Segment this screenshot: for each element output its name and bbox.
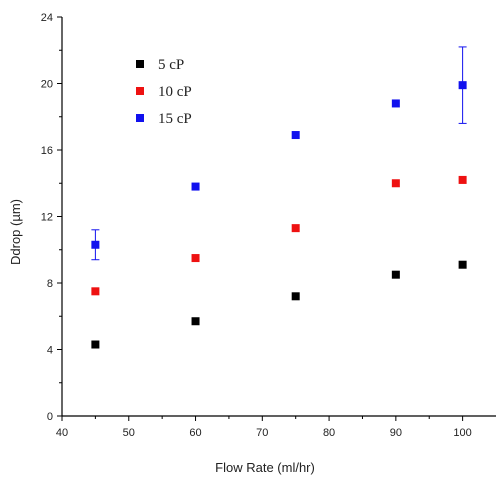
legend: 5 cP 10 cP 15 cP [136,57,192,127]
series-2 [91,175,467,296]
axes [61,17,496,417]
legend-label: 5 cP [158,57,184,73]
data-point [458,81,467,90]
y-axis-label: Ddrop (µm) [8,199,23,265]
data-point [91,340,100,349]
legend-marker [136,114,144,122]
y-tick-label: 20 [41,79,53,91]
series-3 [91,46,467,261]
data-marks [91,46,467,349]
data-point [291,224,300,233]
data-point [191,182,200,191]
x-axis-label: Flow Rate (ml/hr) [215,460,315,475]
data-point [91,240,100,249]
y-tick-label: 0 [47,411,53,423]
x-tick-label: 80 [323,427,335,439]
x-tick-label: 40 [56,427,68,439]
legend-label: 10 cP [158,84,192,100]
data-point [458,175,467,184]
x-tick-label: 60 [189,427,201,439]
data-point [391,270,400,279]
y-tick-label: 16 [41,145,53,157]
legend-marker [136,60,144,68]
data-point [291,131,300,140]
data-point [391,179,400,188]
x-tick-label: 90 [390,427,402,439]
x-tick-label: 50 [123,427,135,439]
y-tick-label: 12 [41,212,53,224]
data-point [191,317,200,326]
legend-marker [136,87,144,95]
data-point [91,287,100,296]
x-tick-label: 100 [453,427,471,439]
y-tick-label: 24 [41,12,53,24]
data-point [458,260,467,269]
y-tick-label: 4 [47,345,53,357]
legend-label: 15 cP [158,111,192,127]
axis-ticks: 40 50 60 70 80 90 100 0 4 8 12 16 20 24 [41,12,472,439]
data-point [191,254,200,263]
data-point [291,292,300,301]
data-point [391,99,400,108]
y-tick-label: 8 [47,278,53,290]
series-1 [91,260,467,349]
x-tick-label: 70 [256,427,268,439]
